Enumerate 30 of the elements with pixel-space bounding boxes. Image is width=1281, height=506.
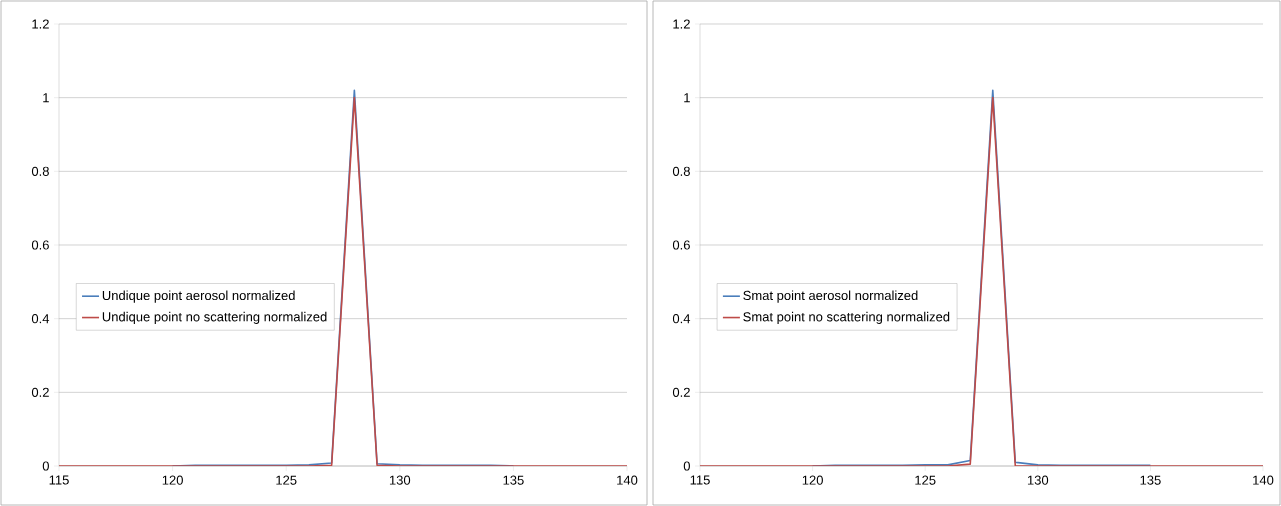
y-tick-label: 0.6 (672, 240, 690, 250)
legend-label: Undique point aerosol normalized (102, 290, 295, 303)
y-tick-label: 1 (684, 93, 690, 103)
legend-label: Undique point no scattering normalized (102, 311, 327, 324)
x-tick-label: 135 (503, 475, 524, 485)
y-tick-label: 0.8 (672, 166, 690, 176)
legend-label: Smat point no scattering normalized (743, 311, 950, 324)
y-tick-label: 0.6 (31, 240, 49, 250)
y-tick-label: 0.2 (672, 387, 690, 397)
x-tick-label: 120 (162, 475, 183, 485)
y-tick-label: 0.2 (31, 387, 49, 397)
y-tick-label: 1.2 (673, 19, 690, 29)
y-tick-label: 1.2 (32, 19, 49, 29)
x-tick-label: 125 (276, 475, 297, 485)
x-tick-label: 130 (1027, 475, 1049, 485)
x-tick-label: 115 (49, 475, 69, 485)
x-tick-label: 140 (617, 475, 638, 485)
x-tick-label: 135 (1140, 475, 1161, 485)
y-tick-label: 0 (683, 461, 690, 471)
x-tick-label: 125 (915, 475, 936, 485)
y-tick-label: 0.8 (31, 166, 49, 176)
y-tick-label: 0.4 (31, 314, 50, 324)
x-tick-label: 115 (690, 475, 710, 485)
y-tick-label: 0 (42, 461, 49, 471)
x-tick-label: 140 (1253, 475, 1274, 485)
x-tick-label: 130 (389, 475, 411, 485)
y-tick-label: 0.4 (672, 314, 691, 324)
legend-label: Smat point aerosol normalized (743, 290, 918, 303)
y-tick-label: 1 (43, 93, 49, 103)
x-tick-label: 120 (802, 475, 823, 485)
